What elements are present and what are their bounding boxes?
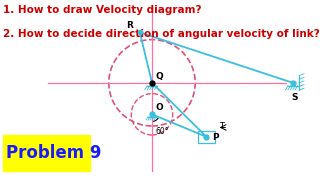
Bar	[198, 130, 215, 143]
Text: O: O	[156, 103, 164, 112]
Text: R: R	[126, 21, 133, 30]
Text: P: P	[212, 133, 219, 142]
Bar	[3, 135, 90, 171]
Text: 60°: 60°	[155, 127, 169, 136]
Text: Q: Q	[156, 72, 164, 81]
Text: S: S	[291, 93, 298, 102]
Text: T: T	[219, 122, 224, 131]
Text: 1. How to draw Velocity diagram?: 1. How to draw Velocity diagram?	[3, 5, 202, 15]
Text: 2. How to decide direction of angular velocity of link?: 2. How to decide direction of angular ve…	[3, 29, 320, 39]
Text: Problem 9: Problem 9	[6, 144, 102, 162]
